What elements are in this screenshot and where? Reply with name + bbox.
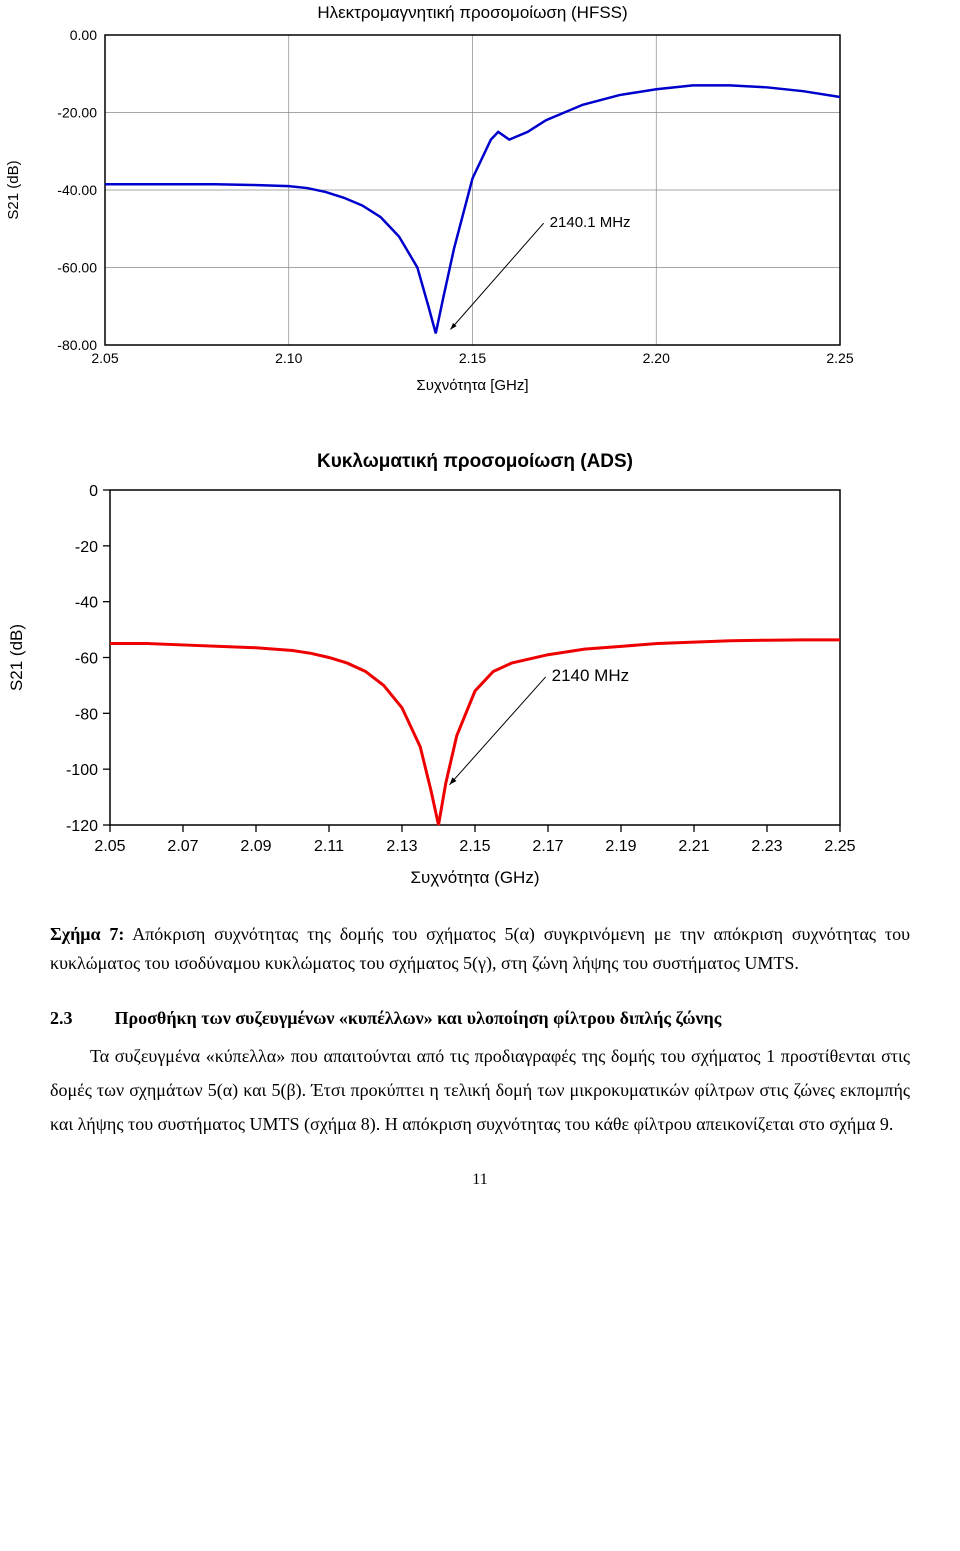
chart-hfss-svg: 2.052.102.152.202.25-80.00-60.00-40.00-2… <box>0 0 870 400</box>
svg-text:-40.00: -40.00 <box>57 182 97 198</box>
svg-text:2.23: 2.23 <box>751 838 782 855</box>
svg-text:2.11: 2.11 <box>314 838 344 855</box>
chart-ads-svg: 2.05 2.07 2.09 2.11 2.13 2.15 2.17 2.19 2.21 2.23… <box>0 445 870 895</box>
svg-text:2.10: 2.10 <box>275 350 302 366</box>
svg-text:S21 (dB): S21 (dB) <box>7 624 26 691</box>
svg-text:2.09: 2.09 <box>240 838 271 855</box>
svg-text:Κυκλωματική προσομοίωση (ADS): Κυκλωματική προσομοίωση (ADS) <box>317 451 633 472</box>
svg-text:Συχνότητα [GHz]: Συχνότητα [GHz] <box>416 377 528 394</box>
page-number: 11 <box>0 1171 960 1189</box>
svg-text:-20.00: -20.00 <box>57 105 97 121</box>
caption-text: Απόκριση συχνότητας της δομής του σχήματ… <box>50 924 910 973</box>
chart-ads: 2.05 2.07 2.09 2.11 2.13 2.15 2.17 2.19 2.21 2.23… <box>0 445 960 900</box>
svg-text:-80: -80 <box>75 706 98 723</box>
svg-text:2.15: 2.15 <box>459 838 490 855</box>
chart-hfss: 2.052.102.152.202.25-80.00-60.00-40.00-2… <box>0 0 960 405</box>
svg-text:-60.00: -60.00 <box>57 260 97 276</box>
svg-text:Συχνότητα (GHz): Συχνότητα (GHz) <box>411 868 540 887</box>
svg-text:Ηλεκτρομαγνητική προσομοίωση (: Ηλεκτρομαγνητική προσομοίωση (HFSS) <box>317 3 627 22</box>
svg-text:2.17: 2.17 <box>532 838 563 855</box>
svg-text:2.25: 2.25 <box>826 350 853 366</box>
section-number: 2.3 <box>50 1008 110 1029</box>
svg-text:0.00: 0.00 <box>70 27 97 43</box>
svg-text:2.13: 2.13 <box>386 838 417 855</box>
svg-text:2.15: 2.15 <box>459 350 486 366</box>
svg-text:2.25: 2.25 <box>824 838 855 855</box>
svg-text:S21 (dB): S21 (dB) <box>5 160 22 219</box>
svg-text:2140.1 MHz: 2140.1 MHz <box>550 214 631 231</box>
svg-text:0: 0 <box>89 483 98 500</box>
svg-text:2.19: 2.19 <box>605 838 636 855</box>
svg-text:-100: -100 <box>66 762 98 779</box>
svg-text:-40: -40 <box>75 595 98 612</box>
section-title: Προσθήκη των συζευγμένων «κυπέλλων» και … <box>115 1008 722 1028</box>
body-paragraph: Τα συζευγμένα «κύπελλα» που απαιτούνται … <box>50 1039 910 1142</box>
svg-text:-80.00: -80.00 <box>57 337 97 353</box>
svg-text:-60: -60 <box>75 651 98 668</box>
svg-text:2.07: 2.07 <box>167 838 198 855</box>
figure-caption: Σχήμα 7: Απόκριση συχνότητας της δομής τ… <box>50 920 910 978</box>
svg-text:2.21: 2.21 <box>678 838 709 855</box>
section-heading: 2.3 Προσθήκη των συζευγμένων «κυπέλλων» … <box>50 1008 910 1029</box>
caption-label: Σχήμα 7: <box>50 924 124 944</box>
svg-text:2140 MHz: 2140 MHz <box>552 666 629 685</box>
svg-text:2.20: 2.20 <box>643 350 670 366</box>
svg-text:-20: -20 <box>75 539 98 556</box>
svg-text:2.05: 2.05 <box>94 838 125 855</box>
svg-text:-120: -120 <box>66 818 98 835</box>
